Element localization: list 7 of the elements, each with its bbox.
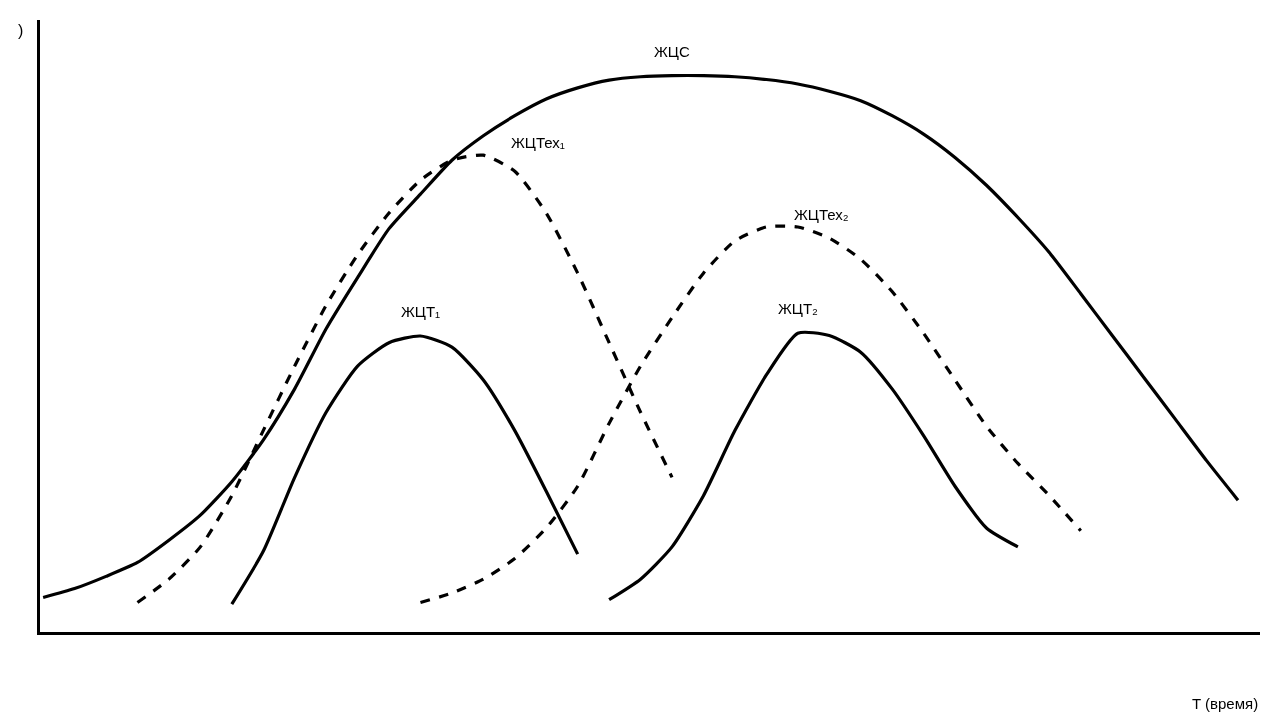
- series-label: ЖЦТех₁: [511, 134, 565, 151]
- series-label: ЖЦС: [654, 43, 690, 60]
- y-axis-title: ): [18, 22, 24, 39]
- series-label: ЖЦТ₂: [778, 300, 819, 317]
- series-label: ЖЦТ₁: [401, 303, 441, 320]
- series-label: ЖЦТех₂: [794, 206, 849, 223]
- x-axis-title: T (время): [1192, 695, 1259, 712]
